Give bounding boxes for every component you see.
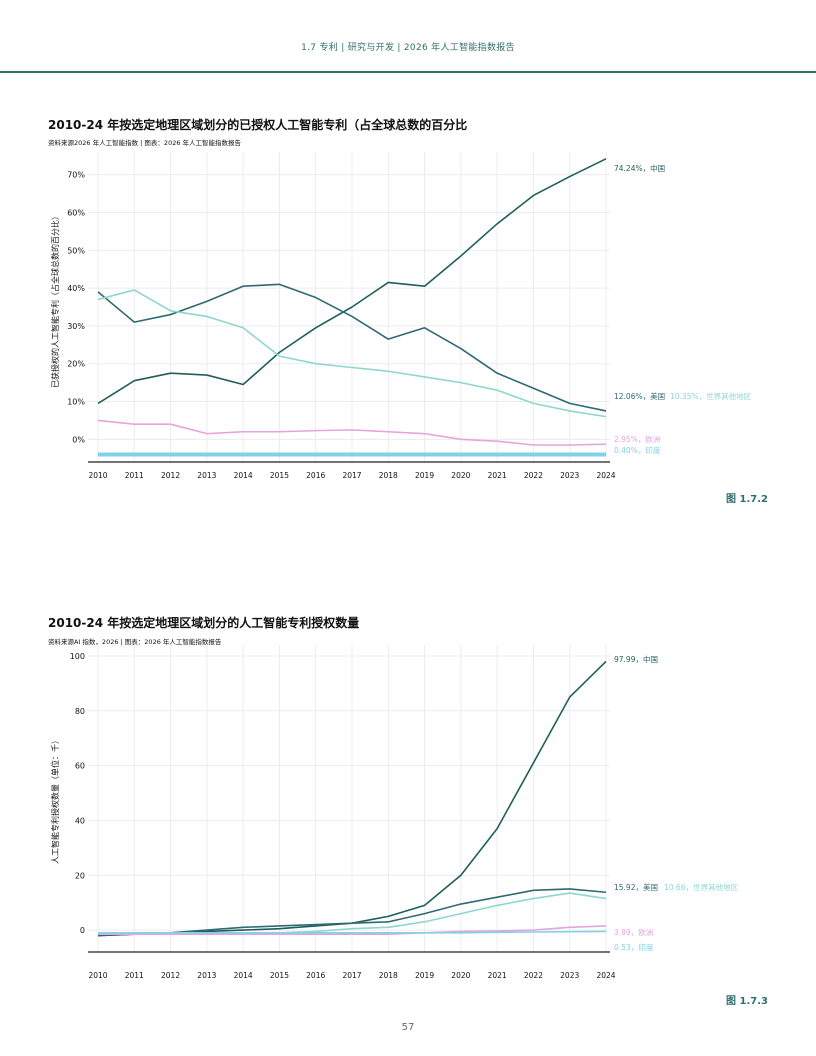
y-tick-label: 100 xyxy=(70,652,85,661)
x-tick-label: 2021 xyxy=(488,971,507,980)
y-axis-label: 人工智能专利授权数量（单位：千） xyxy=(50,736,60,864)
chart-1-figure-label: 图 1.7.2 xyxy=(726,494,768,505)
y-tick-label: 70% xyxy=(67,171,85,180)
y-tick-label: 20 xyxy=(75,871,85,880)
series-line-2 xyxy=(97,289,607,418)
y-tick-label: 50% xyxy=(67,246,85,255)
y-axis-label: 已获授权的人工智能专利（占全球总数的百分比） xyxy=(50,212,60,388)
x-tick-label: 2022 xyxy=(524,471,543,480)
chart-1-source: 资料来源2026 年人工智能指数 | 图表：2026 年人工智能指数报告 xyxy=(48,139,242,147)
series-end-label: 3.89，欧洲 xyxy=(614,927,653,937)
y-tick-label: 80 xyxy=(75,707,85,716)
x-tick-label: 2011 xyxy=(125,971,144,980)
x-tick-label: 2014 xyxy=(234,971,253,980)
x-tick-label: 2012 xyxy=(161,471,180,480)
y-tick-label: 40% xyxy=(67,284,85,293)
x-tick-label: 2023 xyxy=(560,471,579,480)
y-tick-label: 60% xyxy=(67,208,85,217)
y-tick-label: 0% xyxy=(72,435,85,444)
series-end-label: 0.53，印度 xyxy=(614,942,654,952)
x-tick-label: 2018 xyxy=(379,971,398,980)
series-line-0 xyxy=(97,158,607,405)
header-rule xyxy=(0,71,816,73)
x-tick-label: 2013 xyxy=(197,971,216,980)
series-end-label: 15.92，美国 xyxy=(614,882,658,892)
series-line-1 xyxy=(97,283,607,412)
x-tick-label: 2010 xyxy=(88,471,107,480)
x-tick-label: 2010 xyxy=(88,971,107,980)
chart-2-source: 资料来源AI 指数，2026 | 图表：2026 年人工智能指数报告 xyxy=(48,638,222,646)
x-tick-label: 2020 xyxy=(451,471,470,480)
y-tick-label: 40 xyxy=(75,816,85,825)
series-end-label: 97.99，中国 xyxy=(614,654,658,664)
y-tick-label: 0 xyxy=(80,926,85,935)
y-tick-label: 20% xyxy=(67,360,85,369)
x-tick-label: 2020 xyxy=(451,971,470,980)
series-end-label: 12.06%，美国 xyxy=(614,391,665,401)
chart-2-figure-label: 图 1.7.3 xyxy=(726,996,768,1007)
x-tick-label: 2015 xyxy=(270,971,289,980)
x-tick-label: 2024 xyxy=(596,971,615,980)
x-tick-label: 2016 xyxy=(306,471,325,480)
x-tick-label: 2016 xyxy=(306,971,325,980)
series-line-4 xyxy=(98,930,607,934)
x-tick-label: 2017 xyxy=(342,971,361,980)
x-tick-label: 2019 xyxy=(415,971,434,980)
series-line-3 xyxy=(98,925,607,935)
running-header: 1.7 专利 | 研究与开发 | 2026 年人工智能指数报告 xyxy=(301,43,515,53)
series-end-label: 74.24%，中国 xyxy=(614,163,665,173)
x-tick-label: 2021 xyxy=(488,471,507,480)
chart-2-title: 2010-24 年按选定地理区域划分的人工智能专利授权数量 xyxy=(48,616,360,630)
y-tick-label: 30% xyxy=(67,322,85,331)
y-tick-label: 60 xyxy=(75,762,85,771)
x-tick-label: 2022 xyxy=(524,971,543,980)
x-tick-label: 2024 xyxy=(596,471,615,480)
chart-2-grid xyxy=(88,645,610,952)
series-end-label: 0.40%，印度 xyxy=(614,445,661,455)
x-tick-label: 2011 xyxy=(125,471,144,480)
series-end-label: 10.35%，世界其他地区 xyxy=(670,391,752,401)
x-tick-label: 2017 xyxy=(342,471,361,480)
x-tick-label: 2018 xyxy=(379,471,398,480)
chart-1-title: 2010-24 年按选定地理区域划分的已授权人工智能专利（占全球总数的百分比 xyxy=(48,118,468,132)
page-number: 57 xyxy=(401,1022,415,1033)
series-line-1 xyxy=(97,888,607,937)
x-tick-label: 2023 xyxy=(560,971,579,980)
series-end-label: 2.95%，欧洲 xyxy=(614,434,660,444)
y-tick-label: 10% xyxy=(67,398,85,407)
x-tick-label: 2015 xyxy=(270,471,289,480)
series-line-3 xyxy=(97,419,607,446)
x-tick-label: 2012 xyxy=(161,971,180,980)
series-end-label: 10.66，世界其他地区 xyxy=(664,882,738,892)
x-tick-label: 2014 xyxy=(234,471,253,480)
x-tick-label: 2013 xyxy=(197,471,216,480)
x-tick-label: 2019 xyxy=(415,471,434,480)
